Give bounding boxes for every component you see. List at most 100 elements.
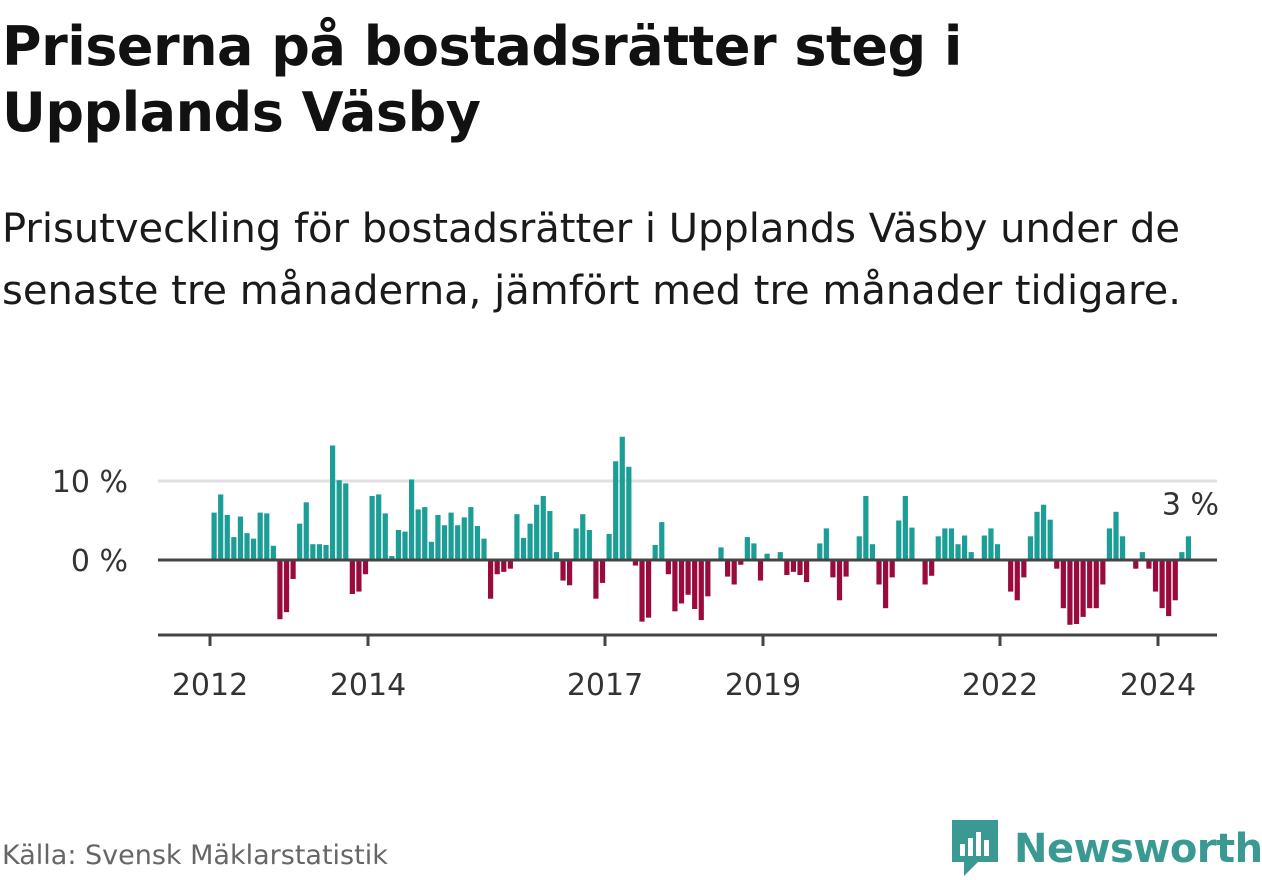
newsworthy-brand[interactable]: Newsworthy	[950, 818, 1262, 880]
bar	[1133, 560, 1139, 569]
bar	[1034, 511, 1040, 560]
bar	[1152, 560, 1159, 592]
bar	[593, 560, 599, 599]
chart-title: Priserna på bostadsrätter steg i Uppland…	[2, 15, 962, 144]
bar	[428, 541, 434, 560]
bar	[1179, 552, 1185, 560]
bar	[672, 560, 678, 612]
bar	[277, 560, 283, 620]
bar	[632, 560, 639, 566]
bar	[323, 544, 329, 560]
bar	[474, 526, 481, 560]
bar	[692, 560, 698, 609]
bar	[1113, 511, 1119, 560]
bar	[738, 560, 744, 565]
bar	[725, 560, 731, 577]
bar	[1139, 552, 1145, 560]
bar	[224, 514, 230, 560]
bar	[303, 502, 309, 560]
bar	[817, 543, 823, 560]
bar	[757, 560, 764, 581]
bar	[790, 560, 797, 572]
bar	[244, 533, 250, 560]
bar	[540, 496, 546, 560]
bar	[988, 528, 994, 560]
y-tick-label: 10 %	[52, 465, 128, 500]
bar	[1185, 536, 1192, 560]
bar	[1008, 560, 1014, 592]
bar	[316, 544, 323, 560]
bar	[1093, 560, 1099, 609]
bar	[942, 528, 948, 560]
bar	[698, 560, 704, 621]
bar	[409, 479, 415, 560]
y-tick-label: 0 %	[71, 544, 128, 579]
bar	[1014, 560, 1020, 601]
bar	[646, 560, 652, 618]
x-tick-label: 2024	[1120, 668, 1196, 703]
bar	[349, 560, 355, 594]
bar	[626, 466, 632, 560]
x-tick-label: 2017	[567, 668, 643, 703]
newsworthy-logo-icon	[952, 820, 998, 876]
bar	[981, 535, 987, 560]
bar	[501, 560, 507, 572]
bar	[330, 445, 336, 560]
bar	[896, 520, 902, 560]
bar	[336, 480, 342, 560]
bar	[962, 535, 968, 560]
bar	[863, 496, 869, 560]
bar	[876, 560, 882, 585]
bar	[830, 560, 836, 578]
bar	[1106, 528, 1113, 560]
bar	[804, 560, 810, 583]
bar	[402, 531, 408, 560]
bar	[935, 536, 941, 560]
x-tick-label: 2022	[962, 668, 1038, 703]
x-tick-label: 2019	[725, 668, 801, 703]
bar	[784, 560, 790, 576]
bar	[1146, 560, 1152, 569]
bar	[1047, 519, 1053, 560]
bar	[231, 537, 237, 560]
bar	[1087, 560, 1093, 609]
bar	[376, 494, 382, 560]
bar	[297, 523, 303, 560]
bar	[1120, 536, 1126, 560]
bar	[823, 528, 829, 560]
bar	[836, 560, 843, 601]
bar	[744, 537, 750, 560]
bar	[494, 560, 500, 575]
bar	[902, 496, 908, 560]
bar	[362, 560, 369, 575]
chart-subtitle: Prisutveckling för bostadsrätter i Uppla…	[2, 206, 1181, 314]
bar	[843, 560, 849, 577]
bar	[856, 536, 862, 560]
bar	[685, 560, 691, 595]
bar	[389, 556, 395, 560]
bar	[586, 529, 592, 560]
bar	[567, 560, 573, 586]
bar	[520, 537, 527, 560]
bar-chart: 0 % 10 % 2012 2014 2017 2019 2022 2024 3 %	[52, 436, 1219, 703]
bar	[1159, 560, 1165, 609]
bar	[290, 560, 296, 579]
bar	[1054, 560, 1060, 569]
bar	[356, 560, 362, 592]
bar	[659, 522, 665, 560]
bar	[1067, 560, 1073, 625]
bar	[994, 544, 1001, 560]
bar	[613, 461, 619, 560]
bar	[678, 560, 685, 604]
bar	[507, 560, 513, 569]
bar	[1080, 560, 1086, 617]
source-note: Källa: Svensk Mäklarstatistik	[2, 840, 388, 871]
bar	[1100, 560, 1106, 585]
bar	[869, 544, 876, 560]
bar	[883, 560, 889, 609]
bar	[514, 514, 520, 560]
last-value-annotation: 3 %	[1162, 487, 1219, 522]
bar	[606, 533, 612, 560]
bar	[797, 560, 803, 576]
bar	[547, 511, 553, 560]
